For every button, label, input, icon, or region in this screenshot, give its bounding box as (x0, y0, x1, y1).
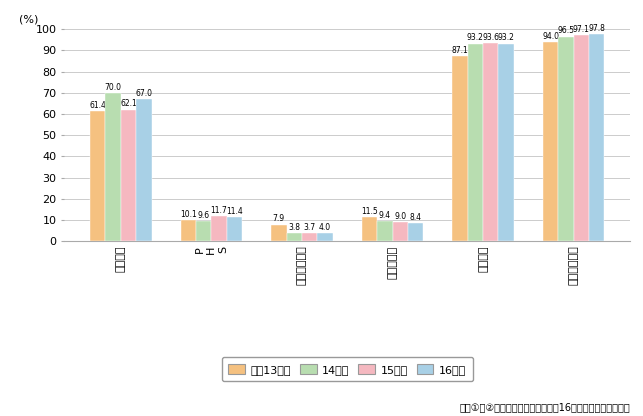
Legend: 平成13年末, 14年末, 15年末, 16年末: 平成13年末, 14年末, 15年末, 16年末 (222, 357, 473, 381)
Text: 96.5: 96.5 (557, 27, 574, 35)
Text: 97.8: 97.8 (588, 24, 605, 33)
Bar (302, 233, 318, 241)
Bar (181, 220, 196, 241)
Text: 62.1: 62.1 (120, 99, 137, 109)
Bar (408, 223, 423, 241)
Text: 11.7: 11.7 (211, 206, 228, 215)
Bar (105, 93, 121, 241)
Bar (121, 109, 136, 241)
Bar (574, 35, 589, 241)
Text: 93.2: 93.2 (467, 33, 484, 42)
Text: 4.0: 4.0 (319, 223, 331, 232)
Bar (227, 217, 242, 241)
Bar (90, 111, 105, 241)
Text: 9.4: 9.4 (379, 211, 391, 220)
Bar (318, 233, 332, 241)
Bar (543, 42, 558, 241)
Text: 11.5: 11.5 (361, 207, 378, 216)
Bar (377, 221, 392, 241)
Bar (271, 225, 287, 241)
Bar (483, 43, 498, 241)
Text: 94.0: 94.0 (542, 32, 559, 41)
Bar (136, 99, 152, 241)
Bar (467, 44, 483, 241)
Bar (392, 222, 408, 241)
Bar (212, 216, 227, 241)
Text: 93.6: 93.6 (482, 32, 499, 42)
Text: 8.4: 8.4 (410, 213, 422, 223)
Text: 3.7: 3.7 (303, 223, 316, 233)
Bar (452, 57, 467, 241)
Bar (558, 37, 574, 241)
Text: 3.8: 3.8 (288, 223, 300, 232)
Text: 9.6: 9.6 (197, 211, 210, 220)
Bar (362, 217, 377, 241)
Text: (%): (%) (19, 15, 39, 25)
Text: 70.0: 70.0 (105, 83, 122, 92)
Text: 7.9: 7.9 (273, 215, 285, 223)
Text: 67.0: 67.0 (136, 89, 152, 98)
Text: 61.4: 61.4 (89, 101, 106, 110)
Text: 図表①、②　（出典）総務省「平成16年通信利用動向調査」: 図表①、② （出典）総務省「平成16年通信利用動向調査」 (459, 402, 630, 412)
Text: 87.1: 87.1 (451, 47, 468, 55)
Bar (196, 221, 212, 241)
Text: 11.4: 11.4 (226, 207, 243, 216)
Text: 93.2: 93.2 (498, 33, 514, 42)
Text: 10.1: 10.1 (180, 210, 197, 219)
Bar (287, 233, 302, 241)
Bar (589, 34, 604, 241)
Text: 9.0: 9.0 (394, 212, 406, 221)
Bar (498, 44, 514, 241)
Text: 97.1: 97.1 (573, 25, 590, 34)
